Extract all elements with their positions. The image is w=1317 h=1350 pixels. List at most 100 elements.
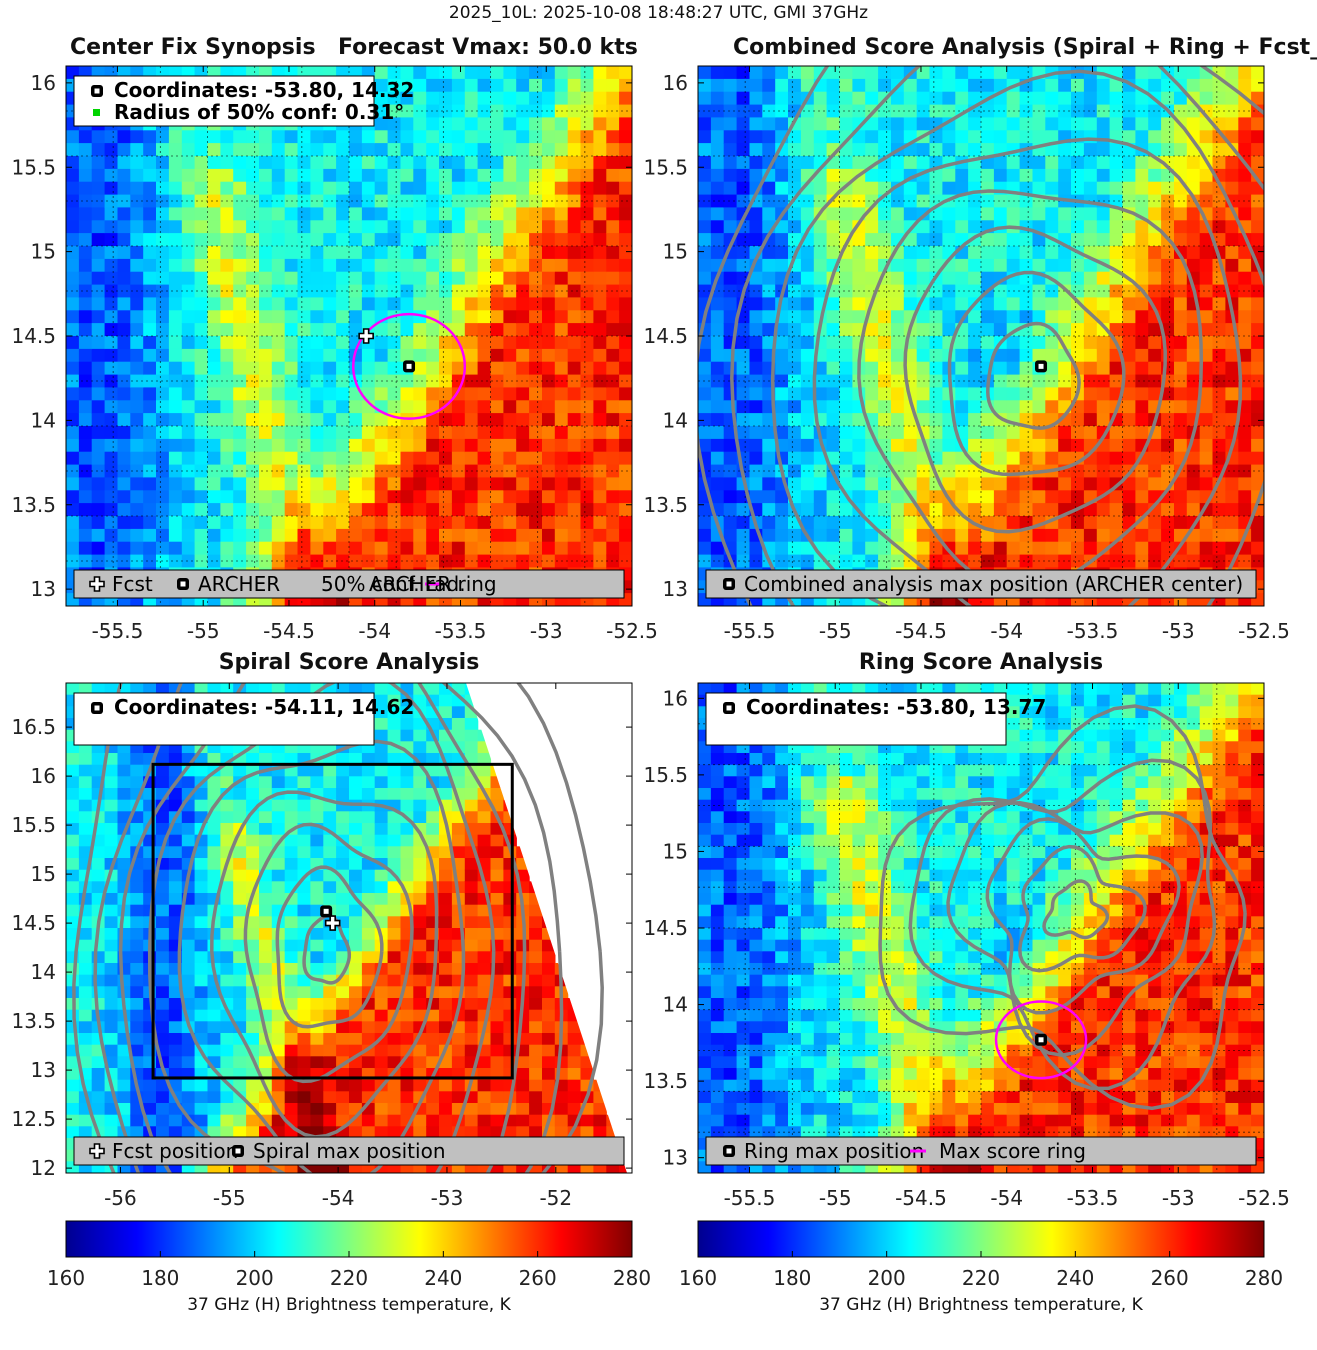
tb-cell [336, 951, 350, 964]
tb-cell [297, 916, 311, 929]
tb-cell [593, 541, 607, 556]
tb-cell [619, 451, 632, 466]
tb-cell [1174, 516, 1188, 530]
tb-cell [852, 477, 866, 491]
tb-cell [865, 246, 879, 260]
tb-cell [207, 928, 221, 941]
tb-cell [1058, 528, 1072, 543]
tb-cell [891, 336, 905, 350]
tb-cell [929, 554, 943, 569]
tb-cell [220, 310, 234, 324]
tb-cell [1032, 181, 1046, 196]
tb-cell [374, 1091, 389, 1104]
tb-cell [117, 438, 131, 453]
tb-cell [194, 451, 209, 466]
tb-cell [1019, 490, 1034, 504]
tb-cell [1019, 271, 1034, 286]
tb-cell [336, 271, 350, 286]
x-tick-label: -53 [530, 619, 563, 643]
tb-cell [284, 438, 299, 453]
tb-cell [66, 1056, 80, 1069]
tb-cell [490, 387, 504, 401]
score-contour [770, 69, 1264, 606]
tb-cell [826, 348, 841, 363]
y-tick-label: 15 [31, 240, 56, 264]
tb-cell [143, 846, 157, 859]
tb-cell [891, 554, 905, 569]
tb-cell [387, 1103, 402, 1116]
tb-cell [284, 207, 299, 221]
tb-cell [968, 541, 982, 556]
tb-cell [762, 271, 776, 286]
tb-cell [156, 181, 170, 196]
tb-cell [1019, 387, 1034, 401]
tb-cell [1251, 387, 1264, 401]
tb-cell [78, 387, 93, 401]
tb-cell [143, 799, 157, 812]
tb-cell [529, 387, 543, 401]
tb-cell [1161, 78, 1175, 93]
tb-cell [788, 156, 802, 170]
tb-cell [207, 490, 221, 504]
tb-cell [374, 776, 389, 789]
tb-cell [503, 297, 517, 311]
tb-cell [130, 271, 144, 286]
tb-cell [800, 336, 815, 350]
tb-cell [104, 156, 119, 170]
tb-cell [246, 336, 260, 350]
tb-cell [1109, 297, 1124, 311]
tb-cell [194, 220, 209, 234]
tb-cell [349, 271, 363, 286]
tb-cell [762, 503, 776, 517]
tb-cell [903, 246, 918, 260]
tb-cell [361, 834, 376, 847]
score-contour [986, 321, 1081, 430]
tb-cell [464, 400, 479, 414]
tb-cell [297, 1033, 311, 1046]
tb-cell [233, 207, 247, 221]
tb-cell [1019, 91, 1034, 106]
tb-cell [968, 168, 982, 183]
tb-cell [1212, 400, 1226, 414]
tb-cell [207, 143, 221, 157]
colorbar-right-label: 37 GHz (H) Brightness temperature, K [819, 1295, 1143, 1315]
tb-cell [220, 1126, 234, 1139]
tb-cell [606, 143, 620, 157]
tb-cell [839, 336, 853, 350]
tb-cell [929, 490, 943, 504]
tb-cell [387, 117, 402, 131]
tb-cell [297, 207, 311, 221]
tb-cell [310, 490, 324, 504]
tb-cell [955, 528, 969, 543]
tb-cell [567, 400, 582, 414]
tb-cell [1109, 310, 1124, 324]
tb-cell [1006, 130, 1021, 144]
tb-cell [284, 788, 299, 801]
tb-cell [942, 130, 956, 144]
tb-cell [310, 811, 324, 824]
tb-cell [865, 91, 879, 106]
tb-cell [1199, 426, 1214, 440]
tb-cell [619, 490, 632, 504]
archer-center-marker [1035, 360, 1048, 373]
tb-cell [606, 516, 620, 530]
tb-cell [284, 477, 299, 491]
tb-cell [1083, 528, 1098, 543]
tb-cell [439, 297, 453, 311]
tb-cell [207, 310, 221, 324]
tb-cell [1174, 374, 1188, 389]
tb-cell [349, 904, 363, 917]
tb-cell [1135, 323, 1149, 337]
score-contour [730, 66, 1264, 606]
tb-cell [104, 271, 119, 286]
tb-cell [271, 1044, 286, 1057]
tb-cell [181, 451, 196, 466]
tb-cell [117, 858, 131, 871]
tb-cell [529, 220, 543, 234]
tb-cell [826, 413, 841, 427]
tb-cell [374, 66, 389, 80]
tb-cell [374, 764, 389, 777]
tb-cell [1238, 554, 1252, 569]
tb-cell [246, 233, 260, 247]
tb-cell [156, 490, 170, 504]
